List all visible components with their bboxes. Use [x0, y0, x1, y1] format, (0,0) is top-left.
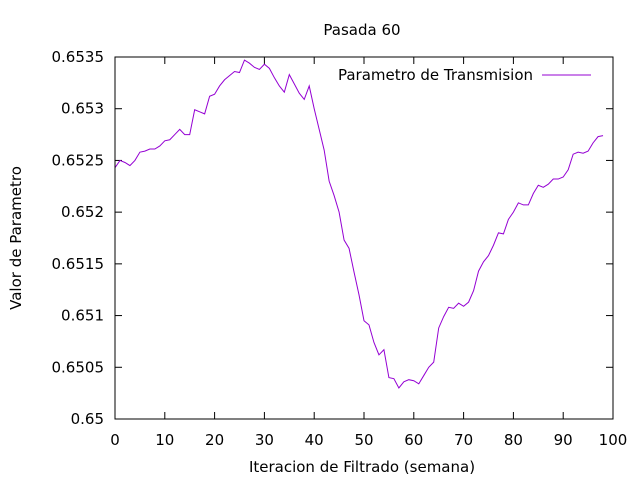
x-tick-label: 20: [205, 431, 224, 449]
x-tick-label: 70: [454, 431, 473, 449]
y-tick-label: 0.6535: [52, 48, 105, 66]
legend: Parametro de Transmision: [338, 66, 591, 84]
y-tick-label: 0.6525: [52, 151, 105, 169]
series-line: [114, 59, 604, 389]
axis-ticks: 0 10 20 30 40 50 60 70 80 90 100 0.65 0.6505 0.651 0.6…: [52, 48, 628, 449]
y-tick-label: 0.65: [71, 410, 104, 428]
x-tick-label: 30: [255, 431, 274, 449]
x-tick-label: 100: [599, 431, 628, 449]
legend-label: Parametro de Transmision: [338, 66, 533, 84]
y-axis-label: Valor de Parametro: [7, 166, 25, 310]
x-tick-label: 0: [110, 431, 120, 449]
y-tick-label: 0.651: [61, 307, 104, 325]
y-tick-label: 0.652: [61, 203, 104, 221]
chart-title: Pasada 60: [323, 21, 400, 39]
y-tick-label: 0.6505: [52, 358, 105, 376]
x-tick-label: 90: [554, 431, 573, 449]
x-tick-label: 80: [504, 431, 523, 449]
x-tick-label: 40: [305, 431, 324, 449]
x-tick-label: 50: [354, 431, 373, 449]
plot-frame: [114, 56, 614, 420]
y-tick-label: 0.6515: [52, 255, 105, 273]
x-axis-label: Iteracion de Filtrado (semana): [249, 458, 475, 476]
x-tick-label: 60: [404, 431, 423, 449]
plot-series: [114, 59, 604, 389]
x-tick-label: 10: [155, 431, 174, 449]
y-tick-label: 0.653: [61, 100, 104, 118]
